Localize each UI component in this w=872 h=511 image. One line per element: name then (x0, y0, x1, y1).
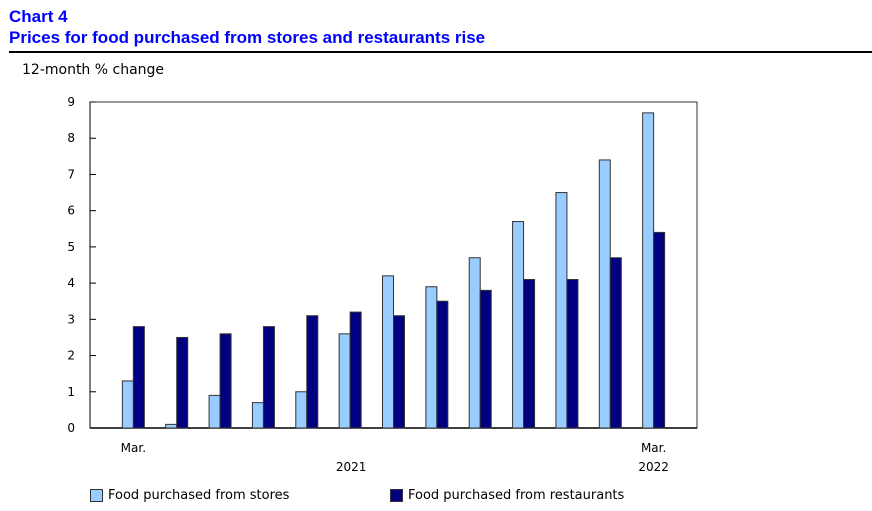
bar-restaurants (653, 231, 666, 429)
title-divider (9, 51, 872, 53)
bar-stores (295, 391, 308, 429)
bar-restaurants (523, 278, 536, 429)
legend-label-restaurants: Food purchased from restaurants (408, 488, 625, 503)
bar-stores (512, 221, 525, 429)
chart-title: Prices for food purchased from stores an… (9, 28, 486, 47)
bar-chart: 0 1 2 3 4 5 6 7 8 9 Mar. Mar. 2021 2022 (67, 95, 698, 474)
bar-restaurants (479, 289, 492, 429)
bar-stores (598, 159, 611, 429)
bar-stores (425, 286, 438, 429)
bar-stores (121, 380, 134, 429)
y-tick-label: 3 (67, 312, 75, 326)
bar-stores (642, 112, 655, 429)
bar-restaurants (176, 336, 189, 429)
chart-number: Chart 4 (9, 7, 68, 26)
bar-restaurants (132, 326, 145, 429)
bar-stores (208, 394, 221, 429)
y-tick-label: 7 (67, 167, 75, 181)
y-tick-label: 2 (67, 349, 75, 363)
y-tick-label: 9 (67, 95, 75, 109)
bar-stores (382, 275, 394, 429)
bar-stores (338, 333, 351, 429)
x-tick-label: Mar. (121, 441, 146, 455)
bar-restaurants (262, 326, 275, 429)
y-tick-label: 5 (67, 240, 75, 254)
x-tick-label: Mar. (641, 441, 666, 455)
y-tick-label: 6 (67, 204, 75, 218)
y-tick-label: 8 (67, 131, 75, 145)
bar-stores (251, 402, 264, 429)
legend-swatch-restaurants (390, 489, 403, 502)
bars-group (121, 112, 666, 429)
legend-item-restaurants: Food purchased from restaurants (390, 488, 624, 503)
y-tick-label: 1 (67, 385, 75, 399)
legend-swatch-stores (90, 489, 103, 502)
x-year-label: 2021 (336, 460, 367, 474)
bar-restaurants (393, 315, 405, 429)
y-tick-label: 0 (67, 421, 75, 435)
bar-restaurants (566, 278, 579, 429)
bar-stores (468, 257, 481, 429)
x-year-label: 2022 (638, 460, 669, 474)
bar-restaurants (349, 311, 362, 429)
bar-stores (555, 192, 568, 429)
bar-restaurants (609, 257, 622, 429)
bar-restaurants (436, 300, 449, 429)
y-axis: 0 1 2 3 4 5 6 7 8 9 (67, 95, 96, 435)
y-tick-label: 4 (67, 276, 75, 290)
y-axis-unit-label: 12-month % change (22, 62, 165, 78)
legend-item-stores: Food purchased from stores (90, 488, 289, 503)
bar-restaurants (306, 315, 319, 429)
x-axis: Mar. Mar. 2021 2022 (121, 441, 669, 474)
legend-label-stores: Food purchased from stores (108, 488, 290, 503)
bar-stores (165, 423, 178, 429)
bar-restaurants (219, 333, 232, 429)
